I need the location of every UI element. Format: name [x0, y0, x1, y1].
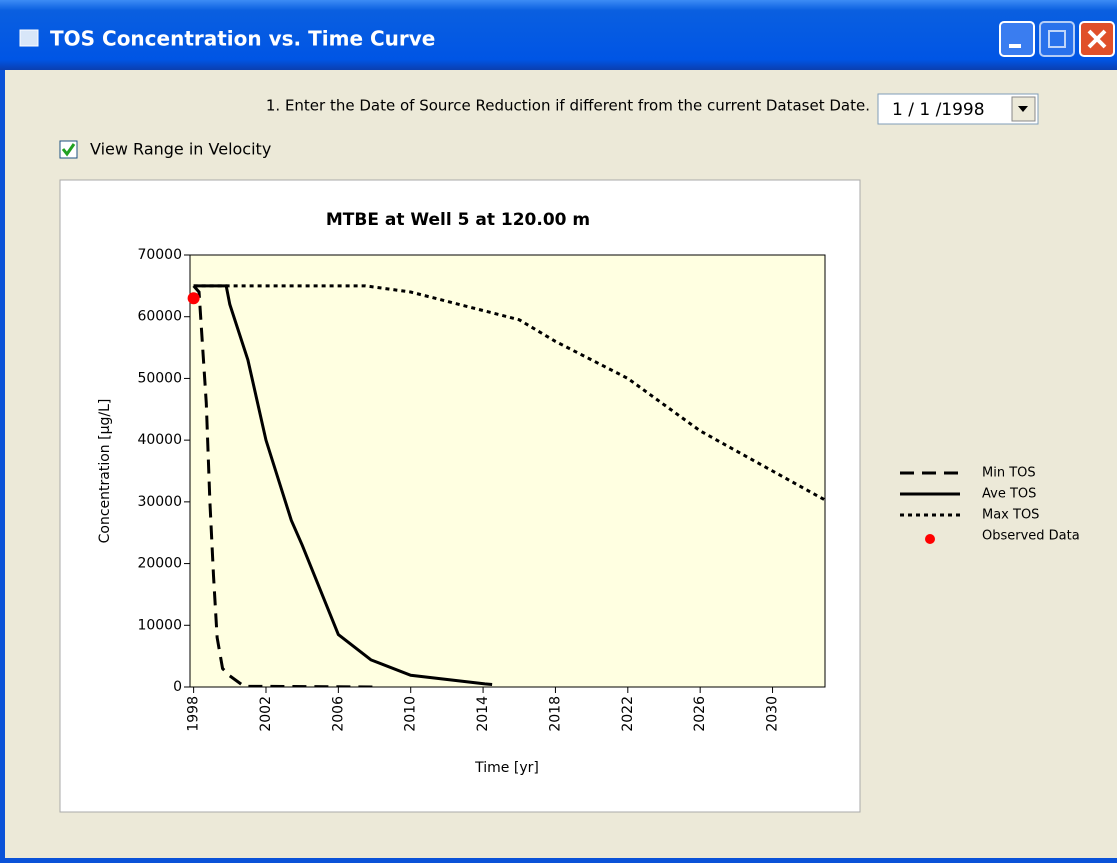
title-bar — [0, 0, 1117, 70]
x-tick-label: 1998 — [186, 696, 202, 732]
x-tick-label: 2010 — [403, 696, 419, 732]
data-point — [187, 292, 200, 305]
window-title: TOS Concentration vs. Time Curve — [50, 27, 435, 51]
date-value: 1 / 1 /1998 — [892, 100, 985, 120]
date-combo[interactable]: 1 / 1 /1998 — [877, 93, 1039, 125]
x-tick-label: 2002 — [258, 696, 274, 732]
checkmark — [61, 143, 76, 157]
y-tick-label: 20000 — [137, 556, 182, 572]
close-button[interactable] — [1079, 21, 1115, 57]
x-tick-label: 2006 — [330, 696, 346, 732]
series-line — [193, 284, 493, 687]
y-tick-label: 40000 — [137, 432, 182, 448]
chart-title: MTBE at Well 5 at 120.00 m — [326, 210, 590, 230]
checkbox[interactable] — [59, 140, 78, 159]
legend-label: Ave TOS — [982, 487, 1036, 502]
y-tick-label: 0 — [173, 679, 182, 695]
legend-label: Min TOS — [982, 466, 1036, 481]
legend-swatch — [925, 534, 935, 544]
window-icon — [19, 29, 39, 47]
x-tick-label: 2022 — [620, 696, 636, 732]
x-tick-label: 2018 — [547, 696, 563, 732]
x-tick-label: 2030 — [765, 696, 781, 732]
y-tick-label: 30000 — [137, 494, 182, 510]
series-line — [193, 284, 825, 502]
legend-label: Observed Data — [982, 529, 1080, 544]
minimize-button[interactable] — [999, 21, 1035, 57]
x-axis-label: Time [yr] — [474, 760, 539, 776]
maximize-button[interactable] — [1039, 21, 1075, 57]
series-line — [192, 284, 375, 687]
prompt-label: 1. Enter the Date of Source Reduction if… — [266, 97, 870, 115]
y-tick-label: 70000 — [137, 247, 182, 263]
y-axis-label: Concentration [µg/L] — [97, 399, 113, 544]
x-tick-label: 2014 — [475, 696, 491, 732]
y-tick-label: 60000 — [137, 309, 182, 325]
chart: MTBE at Well 5 at 120.00 m Time [yr] Conce… — [97, 210, 1080, 776]
y-tick-label: 50000 — [137, 370, 182, 386]
x-tick-label: 2026 — [692, 696, 708, 732]
y-tick-label: 10000 — [137, 617, 182, 633]
checkbox-label: View Range in Velocity — [90, 140, 271, 159]
plot-area — [189, 254, 826, 688]
legend-label: Max TOS — [982, 508, 1039, 523]
